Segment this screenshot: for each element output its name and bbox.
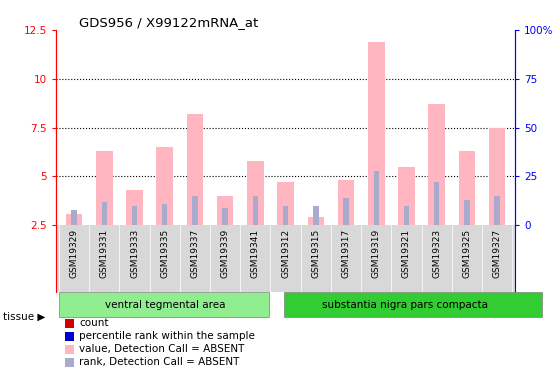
Text: GSM19312: GSM19312 [281, 229, 290, 278]
Bar [343, 198, 349, 225]
Bar [72, 210, 77, 225]
Bar [398, 166, 415, 225]
Bar [434, 182, 440, 225]
Bar [217, 196, 234, 225]
Bar [192, 196, 198, 225]
Bar [283, 206, 288, 225]
Bar [65, 345, 74, 354]
Bar [489, 128, 505, 225]
Text: GSM19327: GSM19327 [493, 229, 502, 278]
Bar [222, 208, 228, 225]
Bar [101, 202, 107, 225]
Text: ventral tegmental area: ventral tegmental area [105, 300, 225, 310]
Bar [65, 319, 74, 328]
Text: GSM19321: GSM19321 [402, 229, 411, 278]
Bar [126, 190, 143, 225]
Bar [494, 196, 500, 225]
Bar [338, 180, 354, 225]
Text: GSM19315: GSM19315 [311, 229, 320, 278]
Bar [277, 182, 294, 225]
Bar [368, 42, 385, 225]
Text: GSM19339: GSM19339 [221, 229, 230, 278]
Bar [459, 151, 475, 225]
Text: GSM19337: GSM19337 [190, 229, 199, 278]
Bar [464, 200, 470, 225]
Bar [65, 332, 74, 341]
Bar [65, 358, 74, 367]
Bar [404, 206, 409, 225]
Bar [132, 206, 137, 225]
Text: GSM19335: GSM19335 [160, 229, 169, 278]
Text: tissue ▶: tissue ▶ [3, 312, 45, 322]
Bar [374, 171, 379, 225]
Text: GSM19323: GSM19323 [432, 229, 441, 278]
Text: GDS956 / X99122mRNA_at: GDS956 / X99122mRNA_at [79, 16, 258, 29]
Bar [66, 213, 82, 225]
Text: GSM19331: GSM19331 [100, 229, 109, 278]
Text: GSM19333: GSM19333 [130, 229, 139, 278]
Bar [96, 151, 113, 225]
Bar [284, 292, 543, 317]
Text: GSM19319: GSM19319 [372, 229, 381, 278]
Bar [156, 147, 173, 225]
Text: GSM19317: GSM19317 [342, 229, 351, 278]
Text: count: count [79, 318, 109, 328]
Bar [59, 292, 269, 317]
Text: substantia nigra pars compacta: substantia nigra pars compacta [322, 300, 488, 310]
Bar [313, 206, 319, 225]
Bar [428, 104, 445, 225]
Text: GSM19329: GSM19329 [69, 229, 78, 278]
Bar [307, 217, 324, 225]
Text: value, Detection Call = ABSENT: value, Detection Call = ABSENT [79, 344, 244, 354]
Bar [253, 196, 258, 225]
Text: rank, Detection Call = ABSENT: rank, Detection Call = ABSENT [79, 357, 239, 368]
Text: GSM19325: GSM19325 [463, 229, 472, 278]
Bar [186, 114, 203, 225]
Text: percentile rank within the sample: percentile rank within the sample [79, 332, 255, 341]
Text: GSM19341: GSM19341 [251, 229, 260, 278]
Bar [247, 161, 264, 225]
Bar [162, 204, 167, 225]
